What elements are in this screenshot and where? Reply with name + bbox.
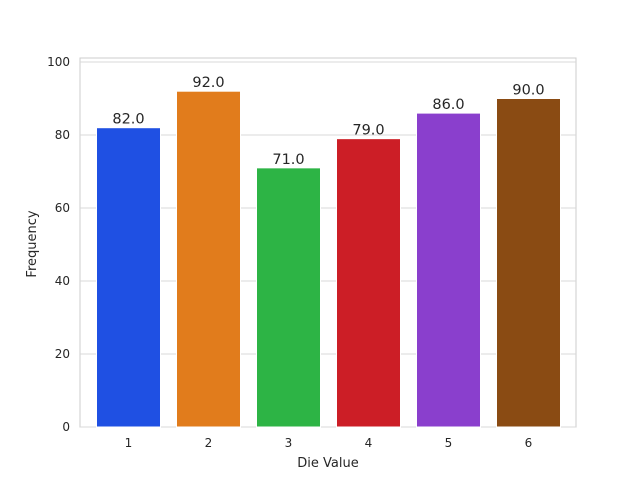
x-axis-label: Die Value — [297, 456, 358, 471]
bar-value-label: 90.0 — [512, 83, 544, 99]
bar-value-labels: 82.0 92.0 71.0 79.0 86.0 90.0 — [112, 75, 544, 168]
y-tick-label: 20 — [55, 347, 70, 361]
bar — [96, 127, 161, 428]
x-tick-label: 3 — [285, 436, 293, 450]
y-tick-labels: 0 20 40 60 80 100 — [47, 55, 70, 434]
bar-value-label: 79.0 — [352, 123, 384, 139]
y-tick-label: 100 — [47, 55, 70, 69]
plot-background — [79, 57, 577, 428]
x-tick-label: 5 — [445, 436, 453, 450]
bar — [416, 112, 481, 428]
x-tick-label: 4 — [365, 436, 373, 450]
x-tick-labels: 1 2 3 4 5 6 — [125, 436, 533, 450]
x-tick-label: 2 — [205, 436, 213, 450]
bar — [176, 90, 241, 428]
y-tick-label: 0 — [62, 420, 70, 434]
x-tick-label: 6 — [525, 436, 533, 450]
bar — [336, 138, 401, 428]
bar-value-label: 82.0 — [112, 112, 144, 128]
y-gridlines — [80, 61, 576, 428]
y-tick-label: 80 — [55, 128, 70, 142]
bar-value-label: 71.0 — [272, 152, 304, 168]
x-tick-label: 1 — [125, 436, 133, 450]
y-tick-label: 60 — [55, 201, 70, 215]
bar — [256, 167, 321, 428]
bar-value-label: 92.0 — [192, 75, 224, 91]
bar — [496, 98, 561, 428]
y-tick-label: 40 — [55, 274, 70, 288]
bars — [96, 90, 561, 428]
bar-value-label: 86.0 — [432, 97, 464, 113]
y-axis-label: Frequency — [25, 210, 40, 277]
